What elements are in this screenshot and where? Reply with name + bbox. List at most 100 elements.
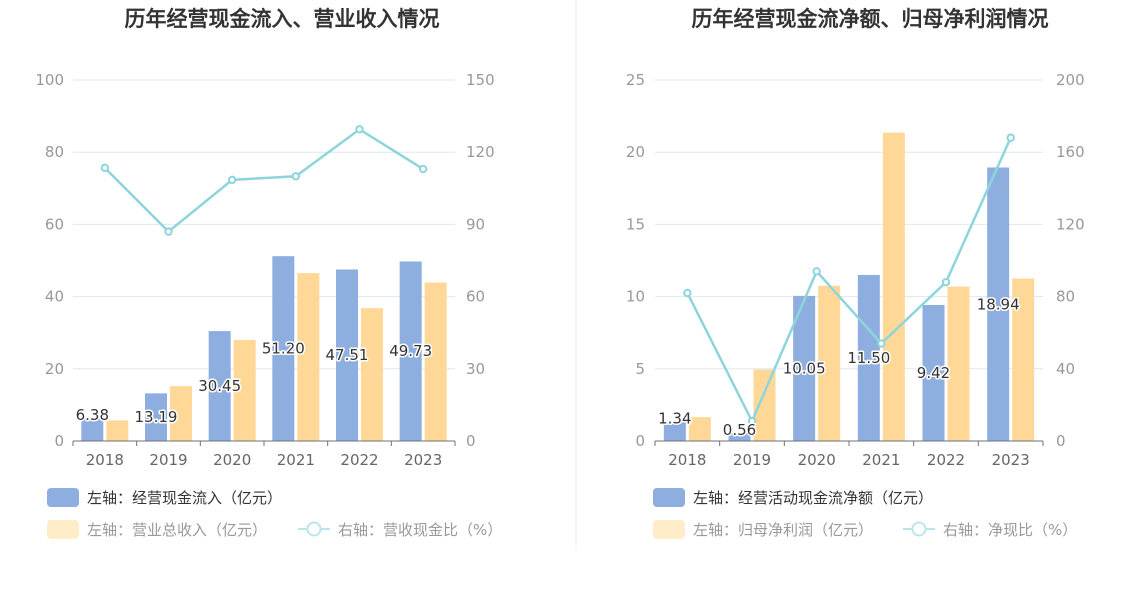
right-axis-tick: 30 bbox=[466, 360, 485, 378]
bar-data-label: 0.56 bbox=[723, 421, 756, 439]
bar-secondary bbox=[882, 132, 905, 441]
bar-data-label: 9.42 bbox=[917, 364, 950, 382]
x-axis-tick: 2018 bbox=[668, 451, 706, 469]
bar-secondary bbox=[297, 273, 320, 441]
legend-swatch bbox=[47, 520, 79, 539]
bar-primary bbox=[81, 417, 104, 441]
left-axis-tick: 20 bbox=[626, 143, 645, 161]
left-axis-tick: 0 bbox=[635, 432, 645, 450]
legend-item[interactable]: 右轴：营收现金比（%） bbox=[298, 521, 502, 539]
bar-primary bbox=[208, 331, 231, 441]
right-axis-tick: 0 bbox=[466, 432, 476, 450]
left-axis-tick: 20 bbox=[45, 360, 64, 378]
right-axis-tick: 150 bbox=[466, 71, 495, 89]
line-point bbox=[227, 175, 237, 185]
bar-primary bbox=[399, 261, 422, 441]
left-axis-tick: 80 bbox=[45, 143, 64, 161]
bar-secondary bbox=[170, 386, 192, 441]
legend-label: 左轴：归母净利润（亿元） bbox=[693, 521, 873, 539]
line-point bbox=[355, 125, 364, 134]
bar-primary bbox=[145, 393, 167, 441]
line-point bbox=[941, 277, 951, 287]
left-axis-tick: 0 bbox=[54, 432, 64, 450]
line-point bbox=[683, 288, 692, 298]
legend-label: 右轴：营收现金比（%） bbox=[338, 521, 502, 539]
bar-primary bbox=[793, 295, 816, 441]
x-axis-tick: 2022 bbox=[340, 451, 378, 469]
bar-data-label: 30.45 bbox=[198, 377, 241, 395]
x-axis-tick: 2019 bbox=[733, 451, 771, 469]
line-point bbox=[100, 163, 110, 173]
legend-item[interactable]: 左轴：经营现金流入（亿元） bbox=[47, 488, 282, 507]
left-axis-tick: 40 bbox=[45, 288, 64, 306]
line-point bbox=[747, 416, 757, 426]
legend-label: 右轴：净现比（%） bbox=[943, 521, 1077, 539]
bar-primary bbox=[336, 269, 358, 441]
left-axis-tick: 10 bbox=[626, 288, 645, 306]
bar-data-label: 11.50 bbox=[847, 349, 890, 367]
right-axis-tick: 120 bbox=[1056, 215, 1085, 233]
bar-primary bbox=[922, 304, 945, 441]
chart-panel-2: 历年经营现金流净额、归母净利润情况 0 0 5 40 10 80 15 120 20 160 25 20… bbox=[626, 7, 1085, 539]
bar-secondary bbox=[233, 339, 256, 441]
x-axis-tick: 2022 bbox=[927, 451, 965, 469]
bar-secondary bbox=[753, 369, 776, 441]
legend-swatch bbox=[47, 488, 79, 507]
right-axis-tick: 0 bbox=[1056, 432, 1066, 450]
right-axis-tick: 40 bbox=[1056, 360, 1075, 378]
left-axis-tick: 5 bbox=[635, 360, 645, 378]
bar-data-label: 47.51 bbox=[326, 346, 369, 364]
bar-data-label: 1.34 bbox=[658, 410, 691, 428]
line-point bbox=[812, 267, 821, 276]
ratio-line bbox=[686, 137, 1012, 425]
x-axis-tick: 2023 bbox=[992, 451, 1030, 469]
legend-label: 左轴：经营现金流入（亿元） bbox=[87, 489, 282, 507]
chart-panel-1: 历年经营现金流入、营业收入情况 0 0 20 30 40 60 60 90 80 120 100 150… bbox=[35, 7, 502, 539]
right-axis-tick: 80 bbox=[1056, 288, 1075, 306]
bar-data-label: 18.94 bbox=[977, 295, 1020, 313]
bar-secondary bbox=[106, 420, 129, 441]
right-axis-tick: 60 bbox=[466, 288, 485, 306]
bar-primary bbox=[857, 274, 880, 441]
left-axis-tick: 100 bbox=[35, 71, 64, 89]
bar-primary bbox=[728, 432, 751, 441]
line-point bbox=[418, 164, 428, 174]
bar-secondary bbox=[818, 285, 841, 441]
left-axis-tick: 60 bbox=[45, 215, 64, 233]
line-point bbox=[164, 227, 173, 236]
bar-data-label: 13.19 bbox=[135, 408, 178, 426]
bar-secondary bbox=[1012, 278, 1035, 441]
line-point bbox=[877, 339, 886, 348]
bar-data-label: 51.20 bbox=[262, 340, 305, 358]
right-axis-tick: 160 bbox=[1056, 143, 1085, 161]
right-axis-tick: 120 bbox=[466, 143, 495, 161]
bar-primary bbox=[663, 421, 686, 441]
legend-swatch bbox=[653, 488, 685, 507]
x-axis-tick: 2018 bbox=[86, 451, 124, 469]
x-axis-tick: 2019 bbox=[149, 451, 187, 469]
x-axis-tick: 2021 bbox=[277, 451, 315, 469]
chart-title: 历年经营现金流入、营业收入情况 bbox=[125, 7, 440, 31]
x-axis-tick: 2023 bbox=[404, 451, 442, 469]
legend-label: 左轴：营业总收入（亿元） bbox=[87, 521, 267, 539]
bar-secondary bbox=[361, 308, 383, 441]
bar-data-label: 49.73 bbox=[389, 342, 432, 360]
legend-item[interactable]: 右轴：净现比（%） bbox=[903, 521, 1077, 539]
right-axis-tick: 200 bbox=[1056, 71, 1085, 89]
legend-item[interactable]: 左轴：营业总收入（亿元） bbox=[47, 520, 267, 539]
legend-point-swatch bbox=[911, 521, 927, 537]
legend-point-swatch bbox=[306, 521, 322, 537]
left-axis-tick: 15 bbox=[626, 215, 645, 233]
legend-item[interactable]: 左轴：归母净利润（亿元） bbox=[653, 520, 873, 539]
ratio-line bbox=[103, 127, 424, 234]
x-axis-tick: 2020 bbox=[213, 451, 251, 469]
legend-item[interactable]: 左轴：经营活动现金流净额（亿元） bbox=[653, 488, 933, 507]
bar-secondary bbox=[424, 282, 447, 441]
bar-data-label: 10.05 bbox=[783, 359, 826, 377]
left-axis-tick: 25 bbox=[626, 71, 645, 89]
chart-title: 历年经营现金流净额、归母净利润情况 bbox=[692, 7, 1049, 31]
bar-secondary bbox=[688, 417, 711, 441]
legend-label: 左轴：经营活动现金流净额（亿元） bbox=[693, 489, 933, 507]
